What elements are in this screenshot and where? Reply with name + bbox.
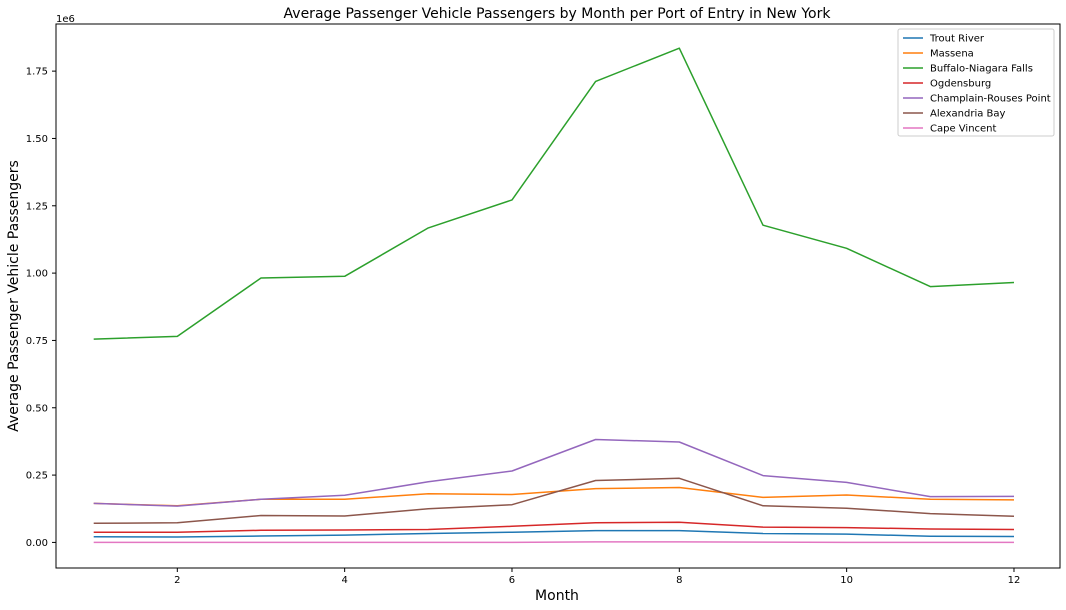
legend-entry: Buffalo-Niagara Falls — [930, 64, 1033, 75]
legend-entry: Cape Vincent — [930, 124, 997, 135]
series-line-cape-vincent — [93, 541, 1014, 544]
axis-ticks: 2 4 6 8 10 12 0.00 0.25 0.50 0.75 1.00 1.25 1.50 1.75 — [26, 67, 1021, 586]
chart-title: Average Passenger Vehicle Passengers by … — [284, 6, 832, 22]
legend-entry: Ogdensburg — [930, 79, 991, 90]
x-tick-label: 2 — [174, 575, 180, 586]
x-tick-label: 10 — [840, 575, 853, 586]
y-tick-label: 0.50 — [26, 403, 48, 414]
x-tick-label: 12 — [1008, 575, 1021, 586]
y-tick-label: 1.00 — [26, 269, 48, 280]
x-tick-label: 4 — [341, 575, 347, 586]
y-tick-label: 0.75 — [26, 336, 48, 347]
y-tick-label: 0.25 — [26, 471, 48, 482]
y-tick-label: 1.75 — [26, 67, 48, 78]
legend-box — [897, 28, 1055, 137]
y-offset-label: 1e6 — [56, 14, 75, 25]
series-line-ogdensburg — [93, 521, 1015, 533]
plot-area — [55, 23, 1061, 569]
series-line-alexandria-bay — [93, 477, 1015, 525]
legend-entry: Massena — [930, 49, 974, 60]
legend-entry: Champlain-Rouses Point — [930, 94, 1051, 105]
y-tick-label: 0.00 — [26, 538, 48, 549]
legend: Trout River Massena Buffalo-Niagara Falls O… — [897, 28, 1055, 137]
series-lines — [93, 47, 1015, 544]
y-tick-label: 1.50 — [26, 134, 48, 145]
series-line-buffalo-niagara-falls — [93, 47, 1015, 340]
y-tick-label: 1.25 — [26, 201, 48, 212]
y-axis-label: Average Passenger Vehicle Passengers — [6, 160, 22, 432]
x-tick-label: 8 — [676, 575, 682, 586]
x-tick-label: 6 — [509, 575, 515, 586]
legend-entry: Trout River — [929, 34, 985, 45]
series-line-champlain-rouses-point — [93, 438, 1015, 507]
series-line-trout-river — [93, 529, 1015, 538]
x-axis-label: Month — [535, 588, 579, 604]
legend-entry: Alexandria Bay — [930, 109, 1006, 120]
